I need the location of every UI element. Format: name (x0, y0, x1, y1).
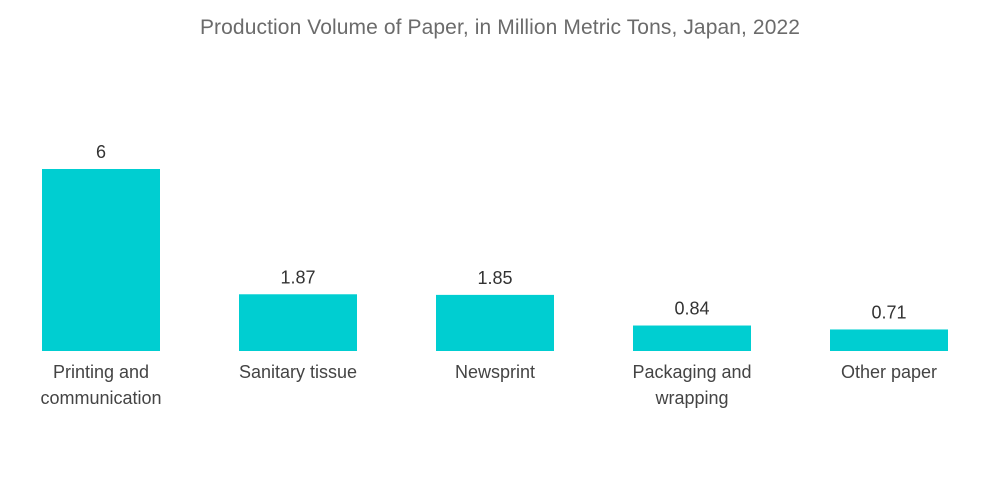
category-label-line: Newsprint (455, 362, 535, 382)
value-label-2: 1.85 (477, 268, 512, 288)
value-label-0: 6 (96, 142, 106, 162)
bar-1 (239, 294, 357, 351)
category-label-line: Printing and (53, 362, 149, 382)
bar-4 (830, 329, 948, 351)
category-label-line: communication (40, 388, 161, 408)
category-label-line: Sanitary tissue (239, 362, 357, 382)
value-label-1: 1.87 (280, 267, 315, 287)
category-label-3: Packaging and wrapping (632, 362, 751, 408)
category-label-1: Sanitary tissue (239, 362, 357, 382)
category-label-4: Other paper (841, 362, 937, 382)
chart-title: Production Volume of Paper, in Million M… (199, 16, 801, 39)
category-label-2: Newsprint (455, 362, 535, 382)
value-label-4: 0.71 (871, 302, 906, 322)
bar-3 (633, 325, 751, 351)
category-label-line: Packaging and (632, 362, 751, 382)
value-label-3: 0.84 (674, 299, 709, 319)
category-label-line: Other paper (841, 362, 937, 382)
bar-2 (436, 294, 554, 351)
category-label-line: wrapping (654, 388, 728, 408)
bar-0 (42, 169, 160, 351)
category-label-0: Printing and communication (40, 362, 161, 408)
